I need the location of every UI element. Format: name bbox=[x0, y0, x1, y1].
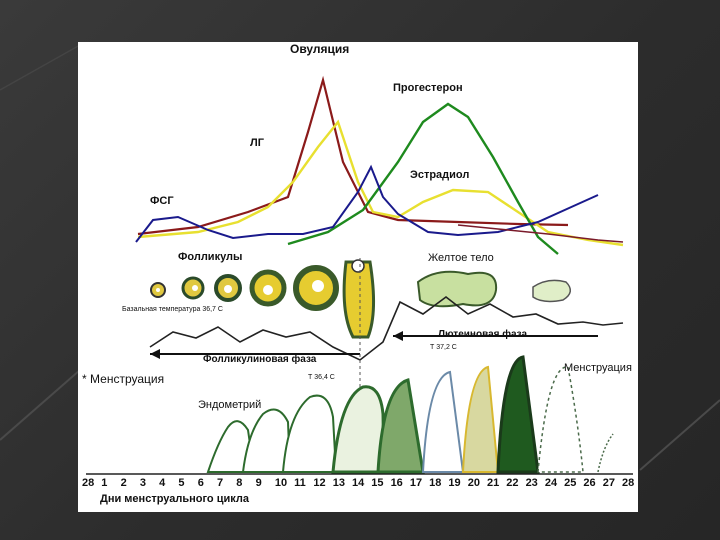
corpus-albicans-shape bbox=[532, 279, 572, 303]
endometrium-label: Эндометрий bbox=[198, 399, 262, 411]
menstruation-left-label: * Менструация bbox=[82, 372, 165, 386]
luteal-temperature-label: Т 37,2 С bbox=[430, 344, 457, 351]
day-label: 14 bbox=[352, 477, 365, 489]
day-label: 19 bbox=[448, 477, 461, 489]
day-label: 20 bbox=[467, 477, 480, 489]
day-label: 27 bbox=[602, 477, 615, 489]
day-label: 26 bbox=[583, 477, 596, 489]
follicles-label: Фолликулы bbox=[178, 251, 243, 263]
follicle-row bbox=[150, 259, 376, 339]
day-label: 3 bbox=[139, 477, 146, 489]
day-label: 22 bbox=[506, 477, 519, 489]
corpus-luteum-shape bbox=[416, 270, 498, 308]
day-label: 25 bbox=[564, 477, 577, 489]
day-label: 12 bbox=[313, 477, 326, 489]
days-axis-title: Дни менструального цикла bbox=[100, 493, 249, 505]
endometrium-graphic bbox=[206, 355, 614, 474]
ovulation-label: Овуляция bbox=[290, 42, 350, 56]
progesterone-curve bbox=[287, 102, 559, 255]
day-label: 4 bbox=[159, 477, 166, 489]
day-label: 2 bbox=[120, 477, 127, 489]
fsh-label: ФСГ bbox=[150, 195, 174, 207]
follicular-phase-label: Фолликулиновая фаза bbox=[203, 354, 317, 365]
day-label: 15 bbox=[371, 477, 384, 489]
day-label: 10 bbox=[274, 477, 288, 489]
diagram-graphics bbox=[86, 75, 633, 475]
progesterone-label: Прогестерон bbox=[393, 82, 463, 94]
day-label: 5 bbox=[178, 477, 185, 489]
lh-tail bbox=[457, 224, 624, 243]
lh-curve bbox=[137, 75, 569, 236]
day-label: 9 bbox=[255, 477, 262, 489]
lh-label: ЛГ bbox=[250, 137, 264, 149]
basal-temperature-line bbox=[149, 295, 624, 361]
day-label: 1 bbox=[101, 477, 108, 489]
day-label: 28 bbox=[82, 477, 95, 489]
day-label: 17 bbox=[409, 477, 423, 489]
day-label: 11 bbox=[294, 477, 306, 489]
day-label: 21 bbox=[487, 477, 500, 489]
day-label: 16 bbox=[390, 477, 403, 489]
follicular-temperature-label: Т 36,4 С bbox=[308, 374, 335, 381]
corpus-luteum-label: Желтое тело bbox=[428, 252, 494, 264]
luteal-phase-label: Лютеиновая фаза bbox=[438, 329, 528, 340]
basal-temperature-label: Базальная температура 36,7 С bbox=[122, 306, 223, 313]
cycle-diagram: Овуляция Прогестерон ЛГ Эстрадиол ФСГ Фо… bbox=[78, 42, 638, 512]
day-label: 18 bbox=[429, 477, 442, 489]
estradiol-label: Эстрадиол bbox=[410, 169, 470, 181]
day-label: 23 bbox=[525, 477, 538, 489]
day-label: 24 bbox=[544, 477, 558, 489]
day-label: 7 bbox=[217, 477, 224, 489]
day-label: 6 bbox=[197, 477, 204, 489]
estradiol-curve bbox=[137, 119, 624, 247]
day-label: 13 bbox=[332, 477, 345, 489]
day-label: 28 bbox=[622, 477, 635, 489]
day-label: 8 bbox=[236, 477, 243, 489]
menstruation-right-label: Менструация bbox=[564, 362, 632, 374]
